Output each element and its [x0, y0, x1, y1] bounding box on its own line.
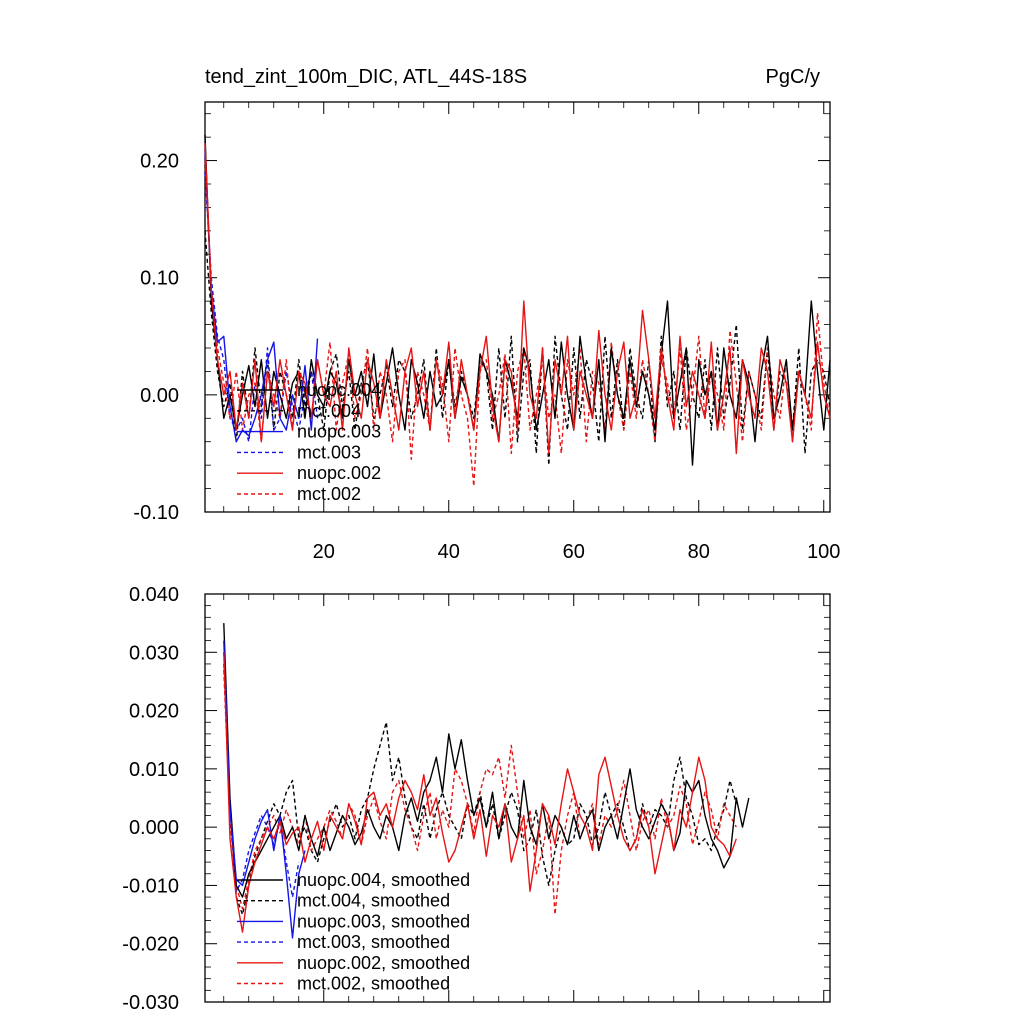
bottom-legend-label: nuopc.002, smoothed [297, 953, 470, 973]
bottom-ytick-label: 0.020 [129, 701, 179, 723]
top-legend-label: mct.003 [297, 442, 361, 462]
bottom-ytick-label: 0.010 [129, 759, 179, 781]
top-ytick-label: -0.10 [133, 502, 179, 524]
top-series-mct-003 [204, 172, 319, 443]
top-series-nuopc-003 [204, 148, 319, 443]
top-xtick-label: 40 [438, 541, 460, 563]
top-chart-units: PgC/y [766, 66, 820, 88]
top-chart: tend_zint_100m_DIC, ATL_44S-18S PgC/y -0… [133, 66, 840, 563]
top-legend-label: nuopc.003 [297, 422, 381, 442]
top-xtick-label: 60 [563, 541, 585, 563]
top-ytick-label: 0.10 [140, 268, 179, 290]
bottom-legend-label: nuopc.003, smoothed [297, 911, 470, 931]
bottom-series-nuopc-002-smoothed [223, 652, 737, 933]
bottom-ytick-label: 0.000 [129, 817, 179, 839]
bottom-legend-label: mct.004, smoothed [297, 891, 450, 911]
top-legend-label: mct.002 [297, 484, 361, 504]
bottom-legend-label: mct.002, smoothed [297, 974, 450, 994]
top-xtick-label: 20 [313, 541, 335, 563]
top-plot-frame [204, 101, 831, 513]
top-legend-label: nuopc.002 [297, 463, 381, 483]
bottom-legend-label: nuopc.004, smoothed [297, 870, 470, 890]
bottom-ytick-label: -0.030 [122, 992, 179, 1014]
bottom-ytick-label: 0.030 [129, 642, 179, 664]
top-legend-label: mct.004 [297, 401, 361, 421]
bottom-chart: -0.030 -0.020 -0.010 0.000 0.010 0.020 0.030 0.… [122, 584, 831, 1014]
bottom-plot-area: -0.030 -0.020 -0.010 0.000 0.010 0.020 0.030 0.… [122, 584, 831, 1014]
bottom-legend-label: mct.003, smoothed [297, 932, 450, 952]
bottom-ytick-label: -0.020 [122, 934, 179, 956]
top-ytick-label: 0.00 [140, 385, 179, 407]
top-xtick-label: 80 [688, 541, 710, 563]
bottom-ytick-label: 0.040 [129, 584, 179, 606]
top-series-nuopc-002 [204, 142, 831, 455]
top-xtick-label: 100 [807, 541, 840, 563]
top-legend-label: nuopc.004 [297, 380, 381, 400]
bottom-series-mct-002-smoothed [223, 669, 737, 916]
top-ytick-label: 0.20 [140, 151, 179, 173]
top-chart-title: tend_zint_100m_DIC, ATL_44S-18S [205, 66, 527, 88]
bottom-plot-frame [204, 593, 831, 1003]
bottom-ytick-label: -0.010 [122, 875, 179, 897]
